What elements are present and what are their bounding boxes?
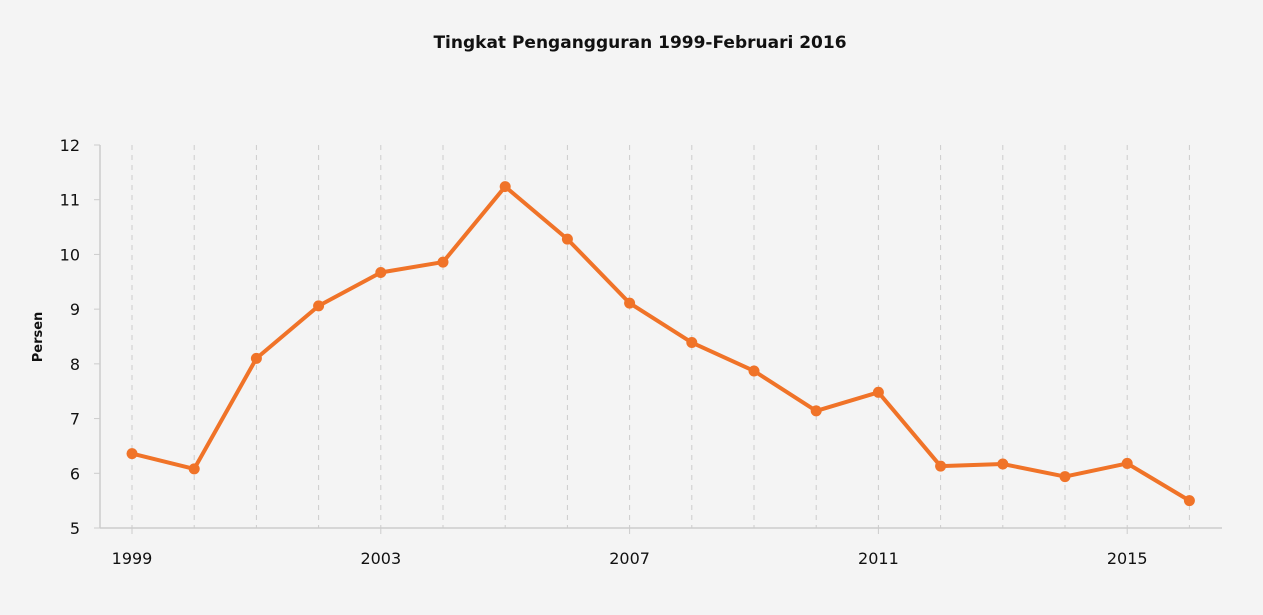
y-axis-label: Persen: [31, 312, 46, 363]
data-point: [1121, 457, 1133, 469]
x-tick-label: 2011: [858, 549, 899, 568]
data-point: [1183, 495, 1195, 507]
x-tick-label: 1999: [112, 549, 153, 568]
x-tick-label: 2007: [609, 549, 650, 568]
data-point: [126, 448, 138, 460]
x-tick-label: 2003: [360, 549, 401, 568]
data-point: [935, 460, 947, 472]
data-point: [499, 181, 511, 193]
data-point: [997, 458, 1009, 470]
y-tick-label: 12: [60, 136, 80, 155]
data-point: [561, 233, 573, 245]
y-tick-label: 7: [70, 410, 80, 429]
data-point: [810, 405, 822, 417]
data-point: [872, 386, 884, 398]
chart-title: Tingkat Pengangguran 1999-Februari 2016: [433, 33, 847, 53]
y-tick-label: 10: [60, 245, 80, 264]
data-point: [250, 352, 262, 364]
data-point: [375, 266, 387, 278]
y-tick-label: 9: [70, 300, 80, 319]
y-tick-label: 8: [70, 355, 80, 374]
data-point: [686, 337, 698, 349]
data-point: [1059, 471, 1071, 483]
data-point: [188, 463, 200, 475]
y-tick-label: 6: [70, 464, 80, 483]
x-tick-label: 2015: [1107, 549, 1148, 568]
y-tick-label: 5: [70, 519, 80, 538]
series-line: [130, 184, 1192, 503]
data-point: [313, 300, 325, 312]
data-point: [748, 365, 760, 377]
data-point: [437, 256, 449, 268]
data-point: [624, 297, 636, 309]
y-tick-label: 11: [60, 191, 80, 210]
